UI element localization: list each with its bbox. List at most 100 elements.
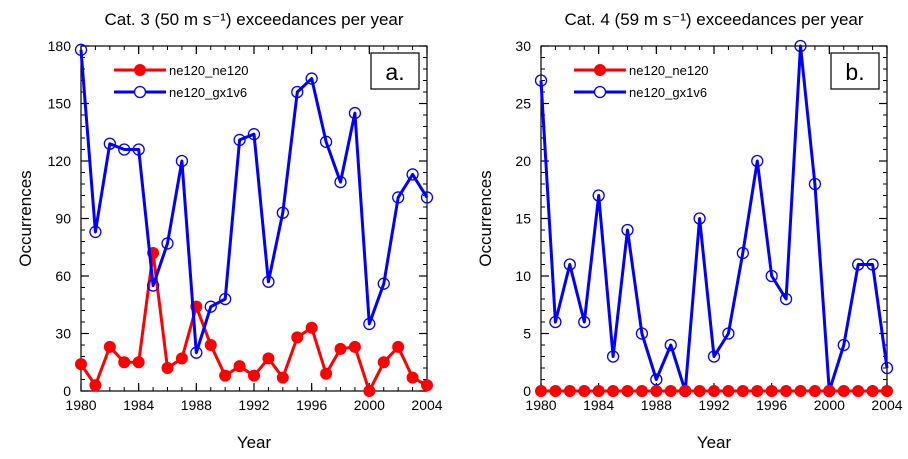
x-tick-label: 1996: [296, 397, 327, 413]
y-tick-label: 90: [55, 211, 71, 227]
data-point: [74, 43, 88, 56]
y-tick-label: 30: [55, 326, 71, 342]
panel-label: b.: [845, 59, 864, 85]
data-point: [780, 385, 793, 397]
data-point: [219, 369, 232, 382]
data-point: [420, 191, 434, 204]
y-tick-label: 25: [515, 96, 531, 112]
plot-frame: [80, 45, 428, 392]
legend-marker: [133, 85, 147, 99]
data-point: [592, 189, 605, 202]
data-point: [722, 385, 735, 397]
legend-label: ne120_ne120: [629, 63, 709, 78]
data-point: [794, 39, 807, 53]
data-point: [320, 367, 333, 380]
panel-label-box: [370, 52, 420, 90]
data-point: [664, 338, 677, 352]
data-point: [305, 321, 318, 334]
data-point: [319, 135, 333, 148]
y-tick-label: 15: [515, 211, 531, 227]
y-tick-label: 0: [523, 383, 531, 399]
data-point: [693, 212, 706, 225]
data-point: [736, 385, 749, 397]
data-point: [305, 72, 318, 85]
data-point: [363, 385, 376, 397]
x-tick-label: 2004: [871, 397, 902, 413]
data-point: [563, 385, 576, 397]
data-point: [736, 246, 749, 260]
data-point: [606, 350, 620, 363]
data-point: [103, 137, 116, 150]
data-point: [534, 74, 548, 87]
legend-marker: [134, 64, 146, 76]
data-point: [262, 352, 275, 365]
data-point: [693, 385, 706, 397]
data-point: [837, 385, 850, 397]
data-point: [679, 385, 692, 397]
y-tick-label: 60: [55, 268, 71, 284]
data-point: [89, 225, 102, 239]
data-point: [621, 385, 634, 397]
data-point: [132, 143, 145, 156]
data-point: [89, 379, 102, 392]
data-point: [348, 340, 361, 353]
y-tick-label: 20: [515, 153, 531, 169]
x-tick-label: 2000: [814, 397, 845, 413]
y-tick-label: 0: [63, 383, 71, 399]
data-point: [132, 356, 145, 369]
legend-entry: ne120_gx1v6: [574, 85, 707, 100]
data-point: [392, 340, 405, 353]
data-point: [334, 175, 347, 189]
panel-label-box: [830, 52, 880, 90]
data-point: [650, 385, 663, 397]
chart-title: Cat. 3 (50 m s⁻¹) exceedances per year: [104, 10, 403, 29]
data-point: [219, 292, 232, 306]
data-point: [578, 385, 591, 397]
series-ne120_ne120: [535, 385, 893, 397]
y-tick-label: 10: [515, 268, 531, 284]
data-point: [765, 385, 778, 397]
panel-a: Cat. 3 (50 m s⁻¹) exceedances per year 19…: [16, 10, 443, 452]
data-point: [348, 106, 362, 120]
y-tick-label: 150: [48, 96, 72, 112]
x-tick-label: 1992: [698, 397, 729, 413]
data-point: [406, 168, 419, 181]
x-tick-label: 1988: [181, 397, 212, 413]
legend-label: ne120_ne120: [169, 63, 249, 78]
legend-label: ne120_gx1v6: [629, 85, 707, 100]
data-point: [247, 128, 261, 141]
chart-title: Cat. 4 (59 m s⁻¹) exceedances per year: [564, 10, 863, 29]
data-point: [421, 379, 433, 392]
data-point: [549, 315, 562, 329]
data-point: [549, 385, 562, 397]
x-tick-label: 2000: [354, 397, 385, 413]
data-point: [808, 385, 821, 397]
data-point: [161, 237, 174, 250]
data-point: [880, 361, 894, 375]
panel-label: a.: [385, 59, 404, 85]
data-point: [852, 385, 865, 397]
legend-entry: ne120_gx1v6: [114, 85, 247, 100]
data-point: [635, 385, 648, 397]
series-ne120_gx1v6: [534, 39, 894, 398]
data-point: [794, 385, 807, 397]
plot-frame: [540, 45, 888, 392]
legend-entry: ne120_ne120: [574, 63, 709, 78]
data-point: [607, 385, 620, 397]
data-point: [233, 360, 246, 373]
data-point: [765, 269, 778, 283]
data-point: [578, 315, 591, 329]
data-point: [75, 358, 87, 371]
data-point: [146, 279, 160, 292]
y-axis-label: Occurrences: [476, 170, 495, 266]
data-point: [823, 385, 836, 397]
data-point: [406, 371, 419, 384]
data-point: [866, 258, 879, 271]
data-point: [621, 223, 634, 237]
data-point: [377, 277, 390, 290]
data-point: [722, 327, 735, 340]
data-point: [204, 339, 217, 351]
legend-marker: [593, 85, 607, 99]
